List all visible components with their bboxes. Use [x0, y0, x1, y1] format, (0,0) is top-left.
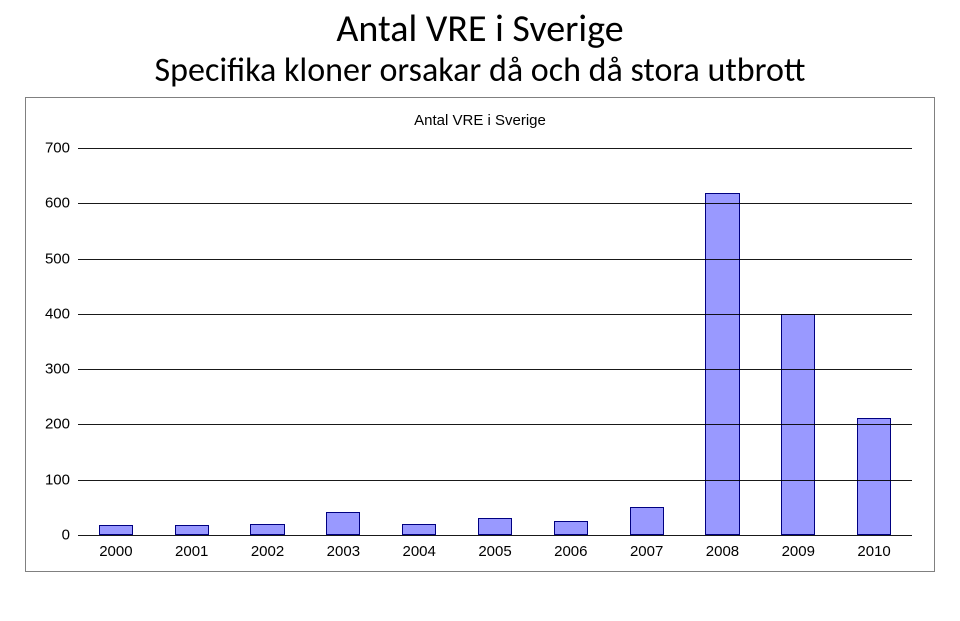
y-tick-label: 500 — [45, 250, 78, 267]
gridline — [78, 148, 912, 149]
gridline — [78, 259, 912, 260]
x-labels: 2000 2001 2002 2003 2004 2005 2006 2007 2008 2009… — [78, 535, 912, 571]
x-tick-label: 2010 — [857, 543, 890, 560]
y-tick-label: 100 — [45, 471, 78, 488]
gridline — [78, 203, 912, 204]
gridline — [78, 424, 912, 425]
x-tick-label: 2002 — [251, 543, 284, 560]
gridline — [78, 369, 912, 370]
x-tick-label: 2000 — [99, 543, 132, 560]
y-tick-label: 600 — [45, 195, 78, 212]
bar — [554, 521, 588, 535]
chart-title: Antal VRE i Sverige — [26, 112, 934, 129]
gridline — [78, 480, 912, 481]
bar — [705, 193, 739, 535]
x-tick-label: 2007 — [630, 543, 663, 560]
gridline — [78, 314, 912, 315]
bar — [326, 512, 360, 535]
x-tick-label: 2001 — [175, 543, 208, 560]
plot-area: 0100200300400500600700 — [78, 148, 912, 535]
x-tick-label: 2006 — [554, 543, 587, 560]
page-title: Antal VRE i Sverige — [0, 6, 960, 52]
bar — [175, 525, 209, 535]
bar — [99, 525, 133, 535]
bar — [630, 507, 664, 535]
y-tick-label: 700 — [45, 140, 78, 157]
y-tick-label: 200 — [45, 416, 78, 433]
bar — [857, 418, 891, 535]
chart-frame: Antal VRE i Sverige 01002003004005006007… — [25, 97, 935, 572]
x-tick-label: 2003 — [327, 543, 360, 560]
x-tick-label: 2004 — [402, 543, 435, 560]
bar — [402, 524, 436, 535]
x-tick-label: 2005 — [478, 543, 511, 560]
bar — [250, 524, 284, 535]
y-tick-label: 0 — [62, 527, 78, 544]
y-tick-label: 300 — [45, 361, 78, 378]
bar — [478, 518, 512, 535]
bars-layer — [78, 148, 912, 535]
x-tick-label: 2009 — [782, 543, 815, 560]
x-tick-label: 2008 — [706, 543, 739, 560]
page-subtitle: Specifika kloner orsakar då och då stora… — [0, 50, 960, 91]
y-tick-label: 400 — [45, 305, 78, 322]
